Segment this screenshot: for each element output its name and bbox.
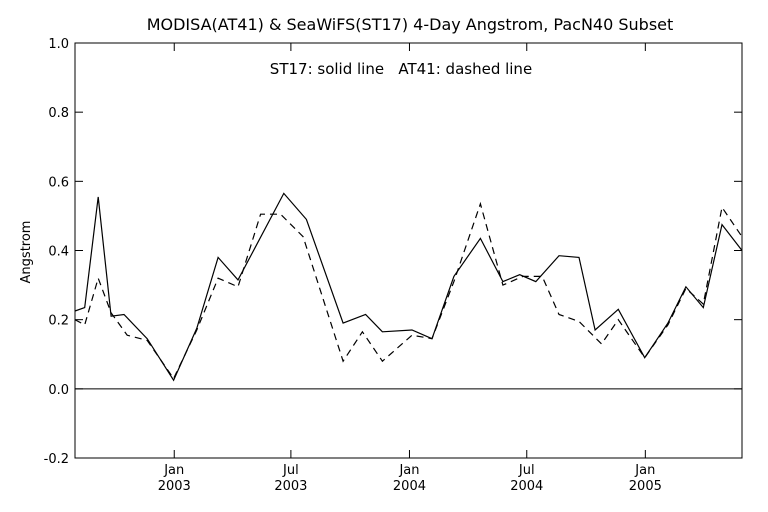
x-tick-label-month: Jul [282, 463, 299, 478]
y-tick-label: 0.8 [48, 106, 69, 121]
x-tick-label-month: Jan [398, 463, 419, 478]
y-tick-label: 0.6 [48, 175, 69, 190]
y-tick-label: 1.0 [48, 37, 69, 52]
x-tick-label-year: 2003 [274, 479, 307, 494]
y-axis: 1.0 0.8 0.6 0.4 0.2 0.0 -0.2 [44, 37, 742, 467]
y-axis-label: Angstrom [19, 221, 34, 284]
legend-annotation: ST17: solid line AT41: dashed line [270, 60, 532, 78]
series-line-dashed [74, 201, 743, 380]
x-tick-label-month: Jul [518, 463, 535, 478]
series-line-solid [74, 192, 743, 382]
x-tick-label-month: Jan [163, 463, 184, 478]
y-tick-label: 0.2 [48, 314, 69, 329]
y-tick-label: -0.2 [44, 452, 69, 467]
y-tick-label: 0.4 [48, 245, 69, 260]
x-tick-label-year: 2004 [510, 479, 543, 494]
y-tick-label: 0.0 [48, 383, 69, 398]
x-tick-label-year: 2003 [158, 479, 191, 494]
chart-title: MODISA(AT41) & SeaWiFS(ST17) 4-Day Angst… [147, 15, 674, 34]
series-layer [74, 192, 743, 382]
x-tick-label-year: 2005 [629, 479, 662, 494]
plot-frame [74, 42, 743, 459]
x-tick-label-year: 2004 [393, 479, 426, 494]
x-tick-label-month: Jan [634, 463, 655, 478]
